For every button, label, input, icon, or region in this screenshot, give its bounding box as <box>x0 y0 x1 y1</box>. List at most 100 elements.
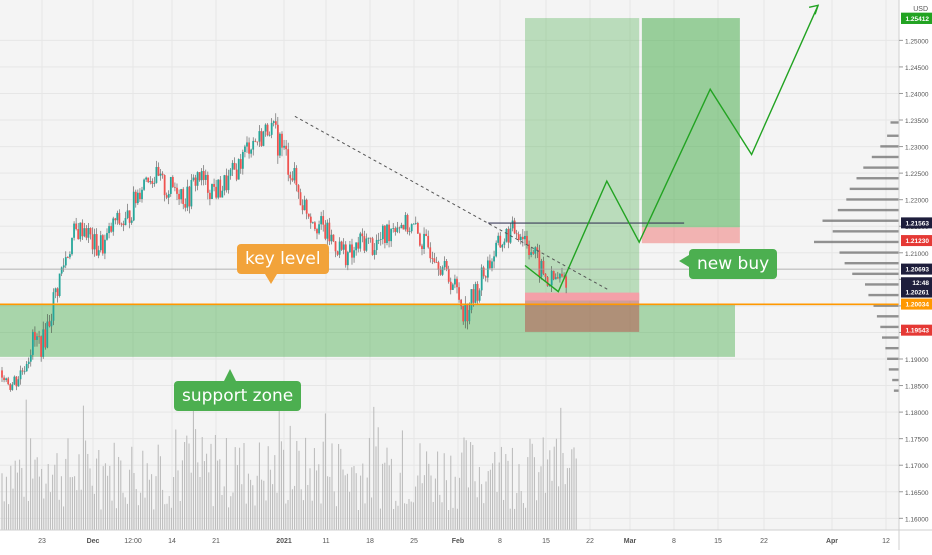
candle-body <box>85 228 88 238</box>
candle-body <box>470 289 473 310</box>
candle-body <box>268 134 271 136</box>
volume-profile-bar <box>885 346 899 350</box>
candle-body <box>108 226 110 234</box>
candle-body <box>106 233 108 240</box>
candle-body <box>532 252 535 254</box>
candle-body <box>480 267 483 291</box>
candle-body <box>556 277 559 279</box>
y-tick-label: 1.23000 <box>905 145 929 152</box>
candle-body <box>274 121 277 125</box>
candle-body <box>351 244 353 258</box>
candle-body <box>87 227 90 238</box>
candle-body <box>36 336 38 340</box>
price-label-box <box>901 324 932 336</box>
candle-body <box>89 227 92 235</box>
candle-body <box>120 223 123 225</box>
candle-body <box>369 237 372 239</box>
candle-body <box>507 228 510 243</box>
candle-body <box>419 233 421 246</box>
candle-body <box>515 233 518 235</box>
candle-body <box>381 225 384 240</box>
candle-body <box>279 133 281 156</box>
x-tick-label: 12:00 <box>124 538 142 545</box>
x-tick-label: 15 <box>542 538 550 545</box>
candle-body <box>429 247 432 259</box>
candle-body <box>248 142 250 154</box>
candle-body <box>50 320 53 327</box>
candle-body <box>69 254 71 258</box>
candle-body <box>283 145 285 148</box>
candle-body <box>231 162 234 170</box>
candle-body <box>472 289 475 303</box>
projection-path <box>524 5 819 293</box>
price-label-box <box>901 217 932 229</box>
candle-body <box>151 180 154 184</box>
candle-body <box>99 235 102 251</box>
candle-body <box>433 258 436 263</box>
candle-body <box>29 354 32 362</box>
volume-profile-bar <box>887 357 899 360</box>
candle-body <box>528 244 530 255</box>
candle-body <box>194 177 197 186</box>
candle-body <box>64 257 67 266</box>
candle-body <box>414 223 417 224</box>
candle-body <box>153 182 156 184</box>
x-tick-label: 22 <box>760 538 768 545</box>
trade-target-zone <box>641 18 740 228</box>
candle-body <box>538 250 541 277</box>
candle-body <box>126 210 129 218</box>
candle-body <box>174 186 176 188</box>
candle-body <box>526 235 528 245</box>
candle-body <box>34 331 36 340</box>
price-label-text: 1.20693 <box>906 267 930 274</box>
entry-strip <box>525 292 640 301</box>
candle-body <box>398 227 401 229</box>
new-buy-pointer <box>679 255 689 267</box>
candle-body <box>517 234 520 241</box>
candle-body <box>15 376 18 387</box>
candle-body <box>359 233 362 249</box>
candle-body <box>171 176 174 187</box>
candle-body <box>349 244 351 253</box>
volume-profile-bar <box>888 368 899 371</box>
candle-body <box>495 242 498 257</box>
y-tick-label: 1.18500 <box>905 384 929 391</box>
candle-body <box>198 172 201 181</box>
candle-body <box>559 273 561 279</box>
volume-profile-bar <box>882 336 899 339</box>
candle-body <box>314 222 316 230</box>
candle-body <box>353 250 355 258</box>
candle-body <box>13 376 16 385</box>
candle-body <box>425 233 428 236</box>
trade-target-zone <box>525 18 640 295</box>
price-label-text: 1.20034 <box>906 302 930 309</box>
candle-body <box>204 174 207 180</box>
candle-body <box>318 224 320 234</box>
x-tick-label: Apr <box>826 538 838 545</box>
candle-body <box>9 384 12 390</box>
candle-body <box>167 193 170 198</box>
volume-profile-bar <box>832 230 899 233</box>
candle-body <box>371 238 374 255</box>
candle-body <box>128 210 131 223</box>
price-label-box <box>901 277 932 289</box>
candle-body <box>200 171 203 181</box>
candle-body <box>114 218 117 221</box>
candle-body <box>213 184 215 187</box>
price-labels: 1.254181.254121.215631.212301.2069312:48… <box>901 12 932 336</box>
candle-body <box>206 174 209 193</box>
candle-body <box>250 149 253 154</box>
x-tick-label: Mar <box>624 538 637 545</box>
candle-body <box>48 321 51 327</box>
candle-body <box>104 239 106 254</box>
candle-body <box>143 179 145 190</box>
candle-body <box>23 371 26 373</box>
x-tick-label: Feb <box>452 538 464 545</box>
candle-body <box>301 205 304 211</box>
candle-body <box>365 238 368 251</box>
candle-body <box>322 216 325 225</box>
candle-body <box>169 176 172 194</box>
volume-profile-bar <box>871 155 899 159</box>
candle-body <box>336 251 339 255</box>
